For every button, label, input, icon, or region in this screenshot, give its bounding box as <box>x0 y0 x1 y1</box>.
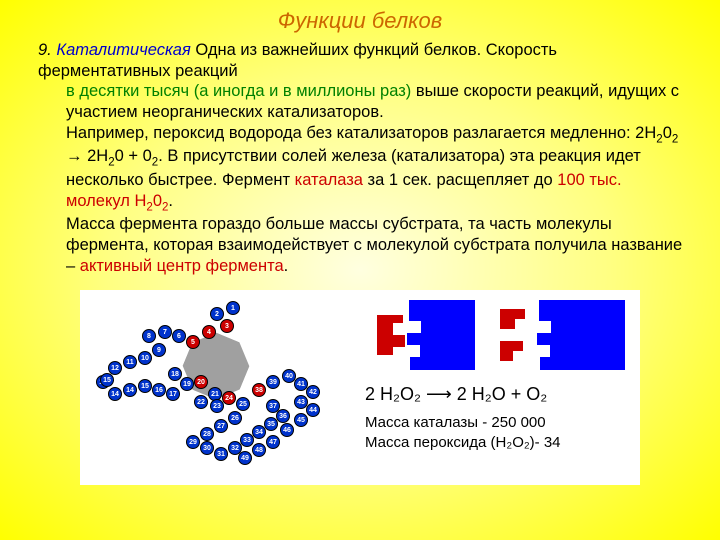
bead-10: 10 <box>138 351 152 365</box>
bead-22: 22 <box>194 395 208 409</box>
bead-16: 16 <box>152 383 166 397</box>
bead-36: 36 <box>276 409 290 423</box>
slide-body: 9. Каталитическая Одна из важнейших функ… <box>30 40 690 276</box>
bead-15: 15 <box>138 379 152 393</box>
enzyme-substrate-schematic <box>365 295 635 375</box>
bead-1: 1 <box>226 301 240 315</box>
item-number: 9. <box>38 41 52 59</box>
bead-7: 7 <box>158 325 172 339</box>
enzyme-name: каталаза <box>295 171 363 189</box>
bead-11: 11 <box>123 355 137 369</box>
reaction-panel: 2 H₂O₂ ⟶ 2 H₂O + O₂ Масса каталазы - 250… <box>365 295 635 480</box>
bead-3: 3 <box>220 319 234 333</box>
bead-49: 49 <box>238 451 252 465</box>
bead-8: 8 <box>142 329 156 343</box>
text-e: → 2Н <box>66 147 108 165</box>
bead-28: 28 <box>200 427 214 441</box>
bead-15: 15 <box>100 373 114 387</box>
bead-9: 9 <box>152 343 166 357</box>
bead-44: 44 <box>306 403 320 417</box>
text-d: Например, пероксид водорода без катализа… <box>66 124 656 142</box>
text-i: за 1 сек. расщепляет до <box>363 171 557 189</box>
function-name: Каталитическая <box>56 41 190 59</box>
bead-42: 42 <box>306 385 320 399</box>
text-f: 0 + 0 <box>115 147 152 165</box>
text-n: . <box>284 257 289 275</box>
bead-14: 14 <box>123 383 137 397</box>
bead-47: 47 <box>266 435 280 449</box>
mass-peroxide: Масса пероксида (H₂O₂)- 34 <box>365 433 635 453</box>
bead-14: 14 <box>108 387 122 401</box>
bead-46: 46 <box>280 423 294 437</box>
bead-29: 29 <box>186 435 200 449</box>
bead-31: 31 <box>214 447 228 461</box>
bead-6: 6 <box>172 329 186 343</box>
reaction-formula: 2 H₂O₂ ⟶ 2 H₂O + O₂ <box>365 384 635 405</box>
diagram: 1234567891011121314151415161718192021222… <box>80 290 640 485</box>
mass-catalase: Масса каталазы - 250 000 <box>365 413 635 433</box>
bead-2: 2 <box>210 307 224 321</box>
bead-25: 25 <box>236 397 250 411</box>
active-center-term: активный центр фермента <box>80 257 284 275</box>
bead-30: 30 <box>200 441 214 455</box>
bead-17: 17 <box>166 387 180 401</box>
bead-24: 24 <box>222 391 236 405</box>
bead-38: 38 <box>252 383 266 397</box>
bead-19: 19 <box>180 377 194 391</box>
bead-18: 18 <box>168 367 182 381</box>
text-highlight-green: в десятки тысяч (а иногда и в миллионы р… <box>66 82 411 100</box>
bead-48: 48 <box>252 443 266 457</box>
bead-39: 39 <box>266 375 280 389</box>
enzyme-bead-model: 1234567891011121314151415161718192021222… <box>90 295 350 480</box>
bead-27: 27 <box>214 419 228 433</box>
text-k: . <box>168 192 173 210</box>
bead-45: 45 <box>294 413 308 427</box>
bead-26: 26 <box>228 411 242 425</box>
slide-title: Функции белков <box>30 8 690 34</box>
